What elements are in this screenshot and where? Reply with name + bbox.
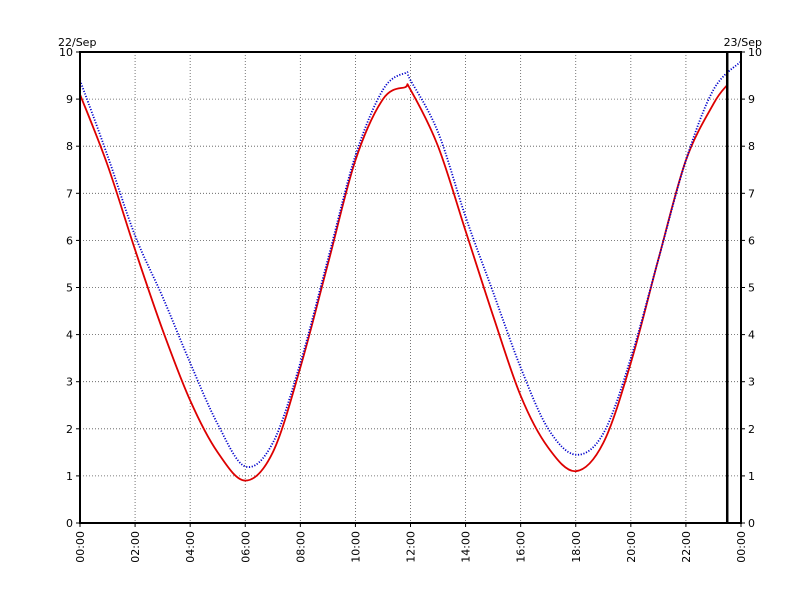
plot-frame (79, 51, 742, 524)
y-tick-label-left: 8 (66, 140, 73, 153)
x-axis: 00:00 02:00 04:00 06:00 08:00 10:00 12:00 14:00… (74, 523, 748, 563)
y-tick-label-left: 9 (66, 93, 73, 106)
y-tick-label-left: 3 (66, 376, 73, 389)
x-tick-label: 10:00 (349, 531, 362, 563)
x-tick-label: 02:00 (129, 531, 142, 563)
y-tick-label-right: 6 (748, 234, 755, 247)
y-tick-label-right: 7 (748, 187, 755, 200)
y-tick-label-left: 1 (66, 470, 73, 483)
y-tick-label-left: 6 (66, 234, 73, 247)
y-tick-label-left: 0 (66, 517, 73, 530)
x-tick-label: 06:00 (239, 531, 252, 563)
date-label-right: 23/Sep (724, 36, 762, 49)
x-tick-label: 16:00 (515, 531, 528, 563)
y-tick-label-left: 5 (66, 282, 73, 295)
grid-lines (79, 51, 742, 524)
series-line-red (79, 83, 728, 482)
series-layer (79, 60, 742, 482)
x-tick-label: 22:00 (680, 531, 693, 563)
x-tick-label: 20:00 (625, 531, 638, 563)
x-tick-label: 18:00 (570, 531, 583, 563)
y-tick-label-left: 2 (66, 423, 73, 436)
y-tick-label-right: 2 (748, 423, 755, 436)
y-tick-label-right: 10 (748, 46, 762, 59)
x-tick-label: 14:00 (460, 531, 473, 563)
x-tick-label: 12:00 (405, 531, 418, 563)
y-axis-left: 0 1 2 3 4 5 6 7 8 9 10 (59, 46, 80, 530)
y-axis-right: 0 1 2 3 4 5 6 7 8 9 10 (741, 46, 762, 530)
y-tick-label-right: 5 (748, 282, 755, 295)
y-tick-label-right: 1 (748, 470, 755, 483)
x-tick-label: 00:00 (74, 531, 87, 563)
y-tick-label-left: 10 (59, 46, 73, 59)
y-tick-label-right: 9 (748, 93, 755, 106)
x-tick-label: 00:00 (735, 531, 748, 563)
date-label-left: 22/Sep (58, 36, 96, 49)
x-tick-label: 08:00 (294, 531, 307, 563)
y-tick-label-right: 8 (748, 140, 755, 153)
y-tick-label-left: 4 (66, 329, 73, 342)
series-line-blue (79, 60, 742, 468)
x-tick-label: 04:00 (184, 531, 197, 563)
y-tick-label-right: 4 (748, 329, 755, 342)
y-tick-label-left: 7 (66, 187, 73, 200)
y-tick-label-right: 3 (748, 376, 755, 389)
y-tick-label-right: 0 (748, 517, 755, 530)
